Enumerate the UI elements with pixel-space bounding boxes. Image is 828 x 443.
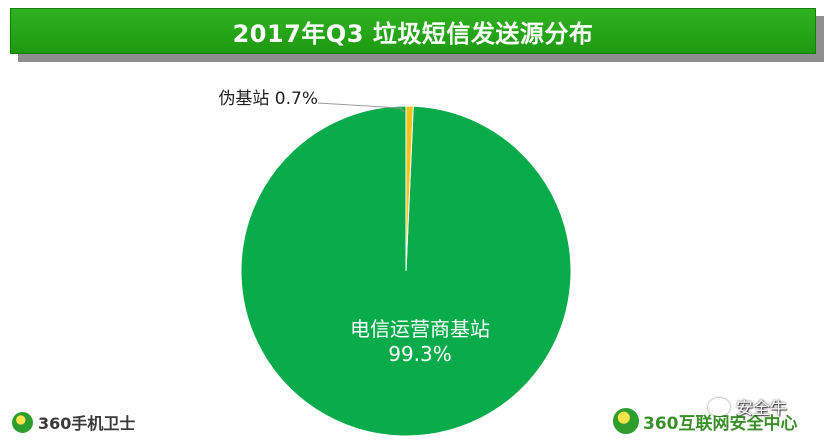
watermark-text: 安全牛 [736, 399, 787, 419]
brand-360-mobile-guard: 360手机卫士 [12, 410, 135, 434]
chart-title: 2017年Q3 垃圾短信发送源分布 [10, 8, 816, 54]
wechat-icon [708, 397, 730, 416]
slice-value-operator: 99.3% [388, 342, 452, 366]
360-logo-icon [12, 411, 33, 433]
pie-slice-fake-base-station [405, 105, 414, 272]
slice-label-fake-base-station: 伪基站 0.7% [218, 89, 318, 109]
leader-line [317, 102, 405, 113]
brand-left-text: 360手机卫士 [38, 414, 136, 433]
brand-360-internet-security: 360互联网安全中心 [613, 408, 798, 434]
watermark: 安全牛 [708, 394, 787, 419]
brand-right-text: 360互联网安全中心 [643, 413, 798, 434]
360-logo-icon [613, 408, 639, 434]
slice-label-operator: 电信运营商基站 [350, 317, 490, 341]
